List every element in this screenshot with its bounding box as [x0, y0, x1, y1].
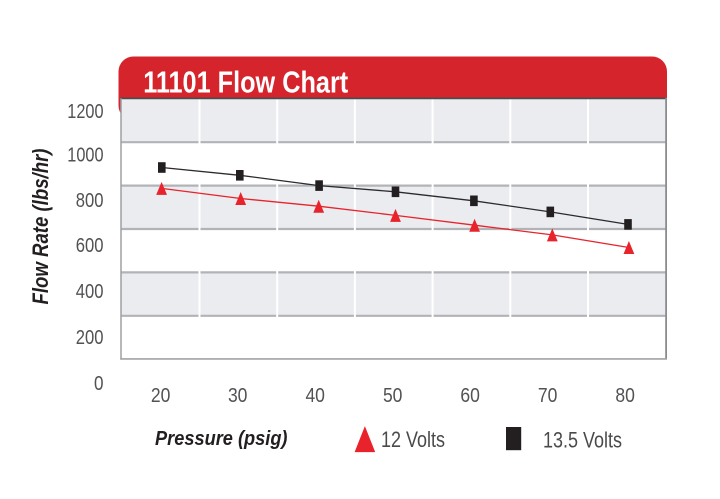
svg-text:1200: 1200: [67, 101, 103, 123]
svg-text:11101 Flow Chart: 11101 Flow Chart: [143, 65, 348, 99]
svg-text:20: 20: [151, 385, 171, 407]
svg-text:0: 0: [94, 373, 104, 395]
svg-text:60: 60: [460, 385, 480, 407]
svg-text:800: 800: [76, 190, 104, 212]
svg-text:400: 400: [76, 281, 104, 303]
svg-text:50: 50: [383, 385, 403, 407]
svg-text:200: 200: [76, 327, 104, 349]
svg-text:Flow Rate (lbs/hr): Flow Rate (lbs/hr): [28, 149, 53, 305]
svg-text:70: 70: [538, 385, 558, 407]
svg-text:80: 80: [615, 385, 635, 407]
svg-text:40: 40: [305, 385, 325, 407]
svg-text:13.5 Volts: 13.5 Volts: [543, 427, 622, 452]
svg-text:Pressure (psig): Pressure (psig): [155, 428, 288, 450]
svg-text:600: 600: [76, 235, 104, 257]
svg-text:12 Volts: 12 Volts: [381, 427, 445, 452]
svg-text:30: 30: [228, 385, 248, 407]
svg-text:1000: 1000: [67, 144, 103, 166]
